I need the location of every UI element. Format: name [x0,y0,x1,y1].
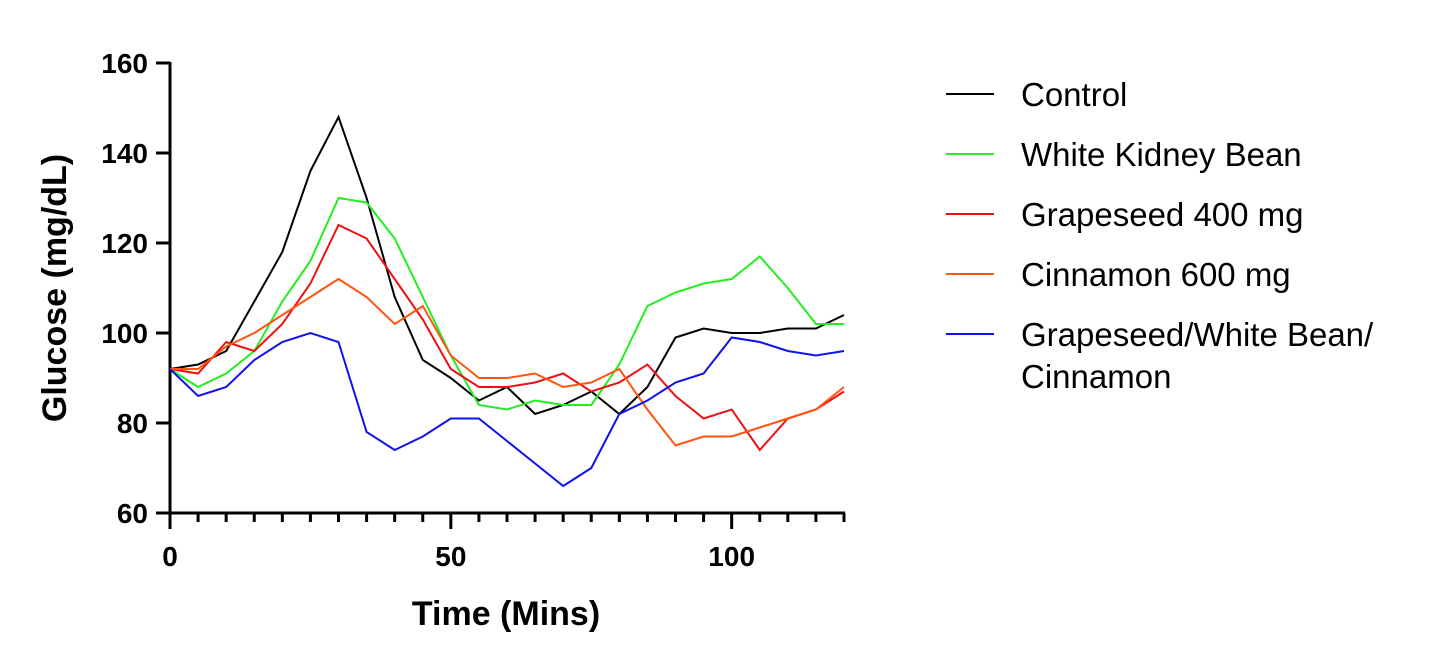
series-layer [169,114,845,488]
y-axis-title: Glucose (mg/dL) [36,154,74,422]
y-tick-label: 160 [101,48,148,79]
axes: 60 80 100 120 140 160 0 50 100 [101,48,846,572]
y-tick-label: 100 [101,318,148,349]
series-line-cinnamon-600-mg [170,277,845,447]
x-axis-title: Time (Mins) [412,595,600,633]
x-tick-label: 100 [708,541,755,572]
legend-label-control: Control [1021,76,1127,113]
y-tick-label: 140 [101,138,148,169]
legend: Control White Kidney Bean Grapeseed 400 mg… [946,76,1374,395]
y-tick-label: 60 [117,498,148,529]
series-line-grapeseed-white-bean-cinnamon [169,331,845,488]
series-line-control [169,114,845,416]
legend-label-grapeseed-white-bean-cinnamon: Grapeseed/White Bean/ [1021,316,1374,353]
y-tick-label: 80 [117,408,148,439]
series-line-white-kidney-bean [169,196,844,411]
legend-label-grapeseed-400-mg: Grapeseed 400 mg [1021,196,1304,233]
x-tick-label: 50 [435,541,466,572]
legend-label-grapeseed-white-bean-cinnamon: Cinnamon [1021,358,1171,395]
series-line-grapeseed-400-mg [169,223,845,452]
x-tick-label: 0 [162,541,178,572]
y-tick-label: 120 [101,228,148,259]
legend-label-cinnamon-600-mg: Cinnamon 600 mg [1021,256,1291,293]
legend-label-white-kidney-bean: White Kidney Bean [1021,136,1302,173]
